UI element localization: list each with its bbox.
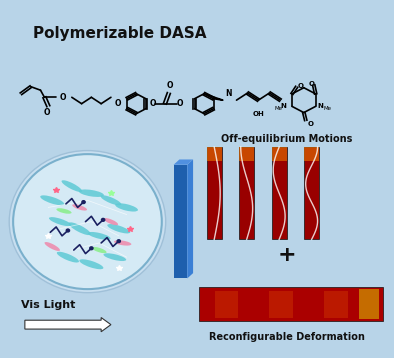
FancyBboxPatch shape (272, 147, 286, 240)
Circle shape (89, 246, 94, 250)
Text: N: N (280, 103, 286, 109)
Text: N: N (225, 90, 231, 98)
Text: O: O (177, 99, 183, 108)
Ellipse shape (107, 224, 130, 233)
Ellipse shape (100, 195, 121, 205)
Text: +: + (278, 245, 296, 265)
FancyBboxPatch shape (207, 147, 222, 240)
Text: Me: Me (274, 106, 282, 111)
FancyBboxPatch shape (207, 147, 222, 161)
Ellipse shape (115, 203, 138, 212)
Ellipse shape (104, 253, 126, 261)
Circle shape (13, 154, 162, 289)
Ellipse shape (61, 180, 82, 192)
Ellipse shape (72, 204, 87, 211)
Circle shape (81, 200, 86, 204)
FancyBboxPatch shape (199, 287, 383, 321)
Text: O: O (166, 81, 173, 90)
Circle shape (65, 228, 70, 233)
Text: OH: OH (253, 111, 264, 117)
Ellipse shape (40, 195, 64, 205)
Ellipse shape (56, 208, 72, 214)
Polygon shape (187, 159, 193, 279)
Ellipse shape (104, 218, 118, 225)
Text: O: O (59, 93, 66, 102)
Text: O: O (149, 99, 156, 108)
Ellipse shape (45, 242, 60, 251)
Ellipse shape (49, 217, 71, 226)
Circle shape (101, 218, 106, 222)
Circle shape (9, 151, 166, 293)
Text: Off-equilibrium Motions: Off-equilibrium Motions (221, 134, 353, 144)
Ellipse shape (69, 222, 91, 235)
Text: Reconfigurable Deformation: Reconfigurable Deformation (209, 332, 365, 342)
Text: Me: Me (323, 106, 331, 111)
Text: Polymerizable DASA: Polymerizable DASA (33, 26, 206, 41)
FancyArrow shape (25, 318, 111, 332)
Text: O: O (298, 83, 304, 88)
Ellipse shape (114, 240, 131, 246)
FancyBboxPatch shape (324, 291, 348, 318)
Text: O: O (308, 121, 314, 127)
FancyBboxPatch shape (239, 147, 254, 161)
Text: Vis Light: Vis Light (21, 300, 76, 310)
Text: O: O (309, 81, 315, 87)
FancyBboxPatch shape (173, 165, 187, 279)
Circle shape (116, 239, 121, 243)
FancyBboxPatch shape (239, 147, 254, 240)
Polygon shape (173, 159, 193, 165)
Text: O: O (115, 99, 121, 108)
Ellipse shape (88, 232, 111, 240)
Ellipse shape (57, 252, 79, 262)
FancyBboxPatch shape (304, 147, 319, 240)
FancyBboxPatch shape (215, 291, 238, 318)
Text: O: O (43, 108, 50, 117)
Text: N: N (318, 103, 323, 109)
Ellipse shape (79, 189, 104, 197)
FancyBboxPatch shape (304, 147, 319, 161)
Ellipse shape (79, 259, 103, 269)
FancyBboxPatch shape (359, 289, 379, 319)
Ellipse shape (92, 247, 107, 253)
FancyBboxPatch shape (269, 291, 293, 318)
FancyBboxPatch shape (272, 147, 286, 161)
